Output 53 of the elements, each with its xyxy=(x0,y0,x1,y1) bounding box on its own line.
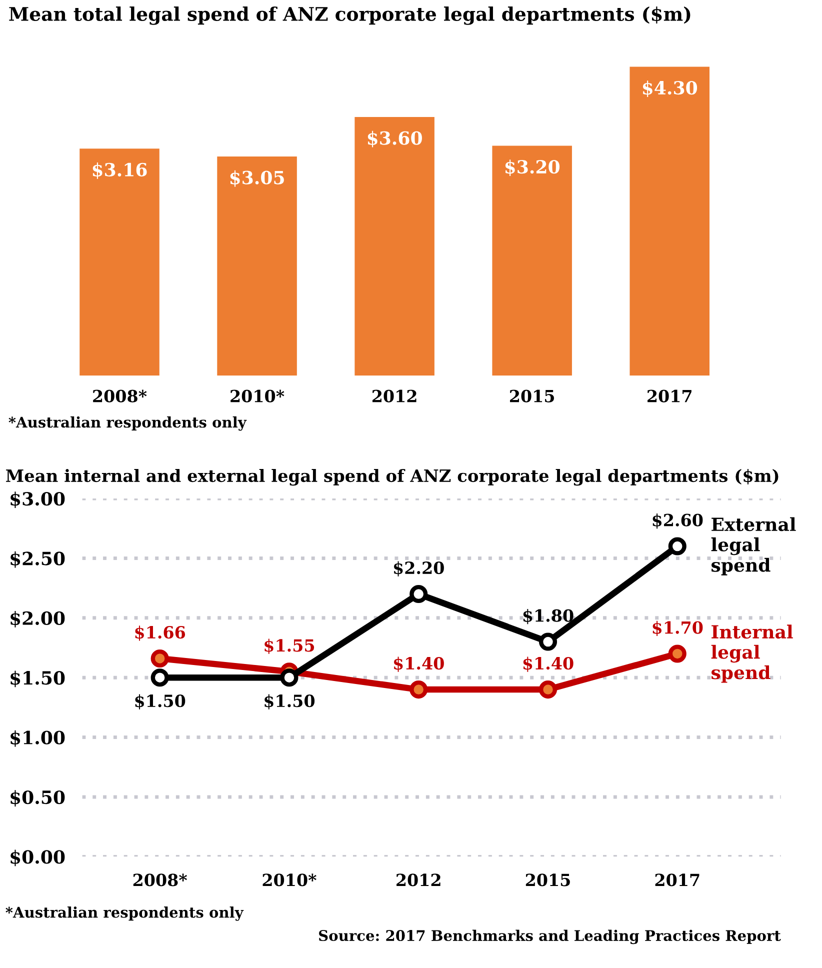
x-tick-label: 2010* xyxy=(230,390,284,402)
text: *Australian respondents only xyxy=(6,906,244,921)
data-label: $3.16 xyxy=(92,162,147,179)
data-label: $1.40 xyxy=(523,656,574,672)
data-label: $1.50 xyxy=(135,694,186,710)
point xyxy=(150,649,169,668)
x-tick-label: 2017 xyxy=(648,390,692,402)
x-tick-label: 2015 xyxy=(526,874,570,886)
x-tick-label: 2012 xyxy=(372,390,416,402)
chart-title: Mean total legal spend of ANZ corporate legal departments ($m) xyxy=(9,6,690,25)
chart-title: Mean internal and external legal spend of ANZ corporate legal departments ($m) xyxy=(6,468,778,486)
y-tick-label: $2.50 xyxy=(10,551,65,568)
point xyxy=(668,537,686,556)
point xyxy=(410,585,428,604)
text: *Australian respondents only xyxy=(8,416,247,431)
x-tick-label: 2017 xyxy=(655,874,700,886)
y-tick-label: $0.00 xyxy=(10,850,65,866)
y-tick-label: $3.00 xyxy=(10,492,65,508)
data-label: $1.80 xyxy=(523,608,574,624)
data-label: $1.40 xyxy=(394,656,444,672)
data-label: $1.50 xyxy=(264,694,315,710)
bar xyxy=(354,117,434,376)
data-label: $2.20 xyxy=(394,561,444,576)
point xyxy=(538,680,558,699)
bar xyxy=(80,148,160,376)
data-label: $2.60 xyxy=(652,513,703,529)
data-label: $3.20 xyxy=(505,160,560,176)
data-label: $1.66 xyxy=(135,626,186,641)
bar xyxy=(217,156,297,376)
bar xyxy=(492,146,572,376)
y-tick-label: $1.00 xyxy=(10,730,65,747)
data-label: $3.05 xyxy=(230,170,284,187)
x-tick-label: 2008* xyxy=(133,874,188,886)
data-label: $4.30 xyxy=(642,80,698,97)
source-note: Source: 2017 Benchmarks and Leading Practices Report xyxy=(319,930,781,944)
y-tick-label: $2.00 xyxy=(10,611,65,628)
x-tick-label: 2010* xyxy=(262,874,316,886)
bar xyxy=(630,66,710,376)
series-label: Internal legal spend xyxy=(711,624,793,683)
point xyxy=(410,680,428,699)
point xyxy=(668,644,686,663)
x-tick-label: 2012 xyxy=(396,874,440,886)
data-label: $1.55 xyxy=(264,638,314,654)
y-tick-label: $0.50 xyxy=(10,790,65,806)
y-tick-label: $1.50 xyxy=(10,670,65,688)
point xyxy=(280,668,298,687)
data-label: $3.60 xyxy=(368,130,422,148)
point xyxy=(538,632,558,651)
series-label: External legal spend xyxy=(711,517,796,576)
x-tick-label: 2015 xyxy=(510,390,554,402)
x-tick-label: 2008* xyxy=(93,390,147,402)
point xyxy=(150,668,169,687)
data-label: $1.70 xyxy=(652,620,703,636)
